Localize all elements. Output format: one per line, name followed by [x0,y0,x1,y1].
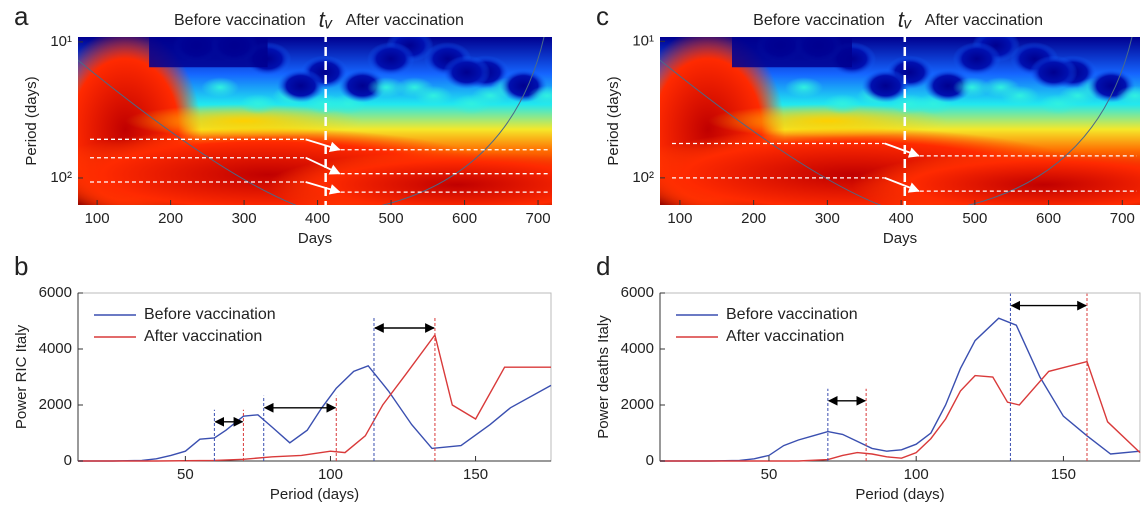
series-line [660,317,1141,462]
x-tick-label: 300 [232,210,257,227]
x-tick-label: 100 [318,466,343,483]
y-axis-label: Period (days) [605,76,622,165]
heat-cyan [471,85,510,106]
x-tick-label: 100 [904,466,929,483]
x-axis-label: Period (days) [855,486,944,503]
y-tick-label: 10² [632,169,654,186]
heat-cyan [239,94,278,115]
x-axis-label: Days [298,230,332,247]
vaccination-label: tᵥ [898,7,912,32]
heat-cyan [1116,85,1140,106]
heat-blue-top [732,37,852,68]
vaccination-label: tᵥ [319,7,333,32]
shift-arrow [305,181,341,195]
y-tick-label: 6000 [621,284,654,301]
cone-of-influence [78,37,545,205]
shift-arrow [884,142,920,158]
heat-cyan [823,94,862,115]
x-tick-label: 50 [761,466,778,483]
y-tick-label: 10¹ [50,33,72,50]
after-label: After vaccination [925,12,1043,29]
x-tick-label: 300 [815,210,840,227]
x-tick-label: 500 [379,210,404,227]
x-axis-label: Days [883,230,917,247]
heat-blue-top [149,37,268,68]
heat-cyan [395,77,434,98]
after-label: After vaccination [346,12,464,29]
x-tick-label: 100 [667,210,692,227]
y-tick-label: 0 [646,452,654,469]
heat-cyan [981,77,1020,98]
heat-cyan [890,94,929,115]
heat-blue [367,42,415,76]
panel-label: d [596,251,610,281]
x-tick-label: 200 [741,210,766,227]
panel-label: a [14,1,29,31]
series-line [78,364,552,462]
x-tick-label: 600 [1036,210,1061,227]
x-tick-label: 400 [889,210,914,227]
before-label: Before vaccination [753,12,885,29]
heat-blue [861,68,910,103]
panel-label: c [596,1,609,31]
heat-cyan [528,85,552,106]
panel-label: b [14,251,28,281]
legend-label: Before vaccination [726,306,858,323]
series-line [78,333,551,462]
heat-cyan [1058,85,1097,106]
heat-blue [442,55,491,90]
heat-yellow [125,104,363,138]
heat-blue [1029,55,1078,90]
heat-yellow [708,104,948,138]
x-tick-label: 500 [962,210,987,227]
y-axis-label: Period (days) [23,76,40,165]
y-axis-label: Power deaths Italy [595,315,612,439]
heat-cyan [367,77,406,98]
x-tick-label: 600 [452,210,477,227]
x-tick-label: 200 [158,210,183,227]
x-tick-label: 700 [1110,210,1135,227]
heatmap [78,37,552,205]
heat-blue [952,42,1001,76]
x-tick-label: 150 [1051,466,1076,483]
y-tick-label: 2000 [621,396,654,413]
y-tick-label: 4000 [39,340,72,357]
heatmap [660,37,1140,205]
x-tick-label: 150 [463,466,488,483]
shift-arrow [305,156,341,175]
legend-label: After vaccination [144,328,262,345]
y-tick-label: 4000 [621,340,654,357]
y-tick-label: 10² [50,169,72,186]
shift-arrow [884,177,920,193]
shift-arrow [305,138,341,153]
y-tick-label: 10¹ [632,32,654,49]
before-label: Before vaccination [174,12,306,29]
y-tick-label: 6000 [39,284,72,301]
heat-blue [277,68,325,103]
legend-label: After vaccination [726,328,844,345]
x-tick-label: 50 [177,466,194,483]
x-axis-label: Period (days) [270,486,359,503]
legend-label: Before vaccination [144,306,276,323]
heat-cyan [784,77,824,98]
y-tick-label: 0 [64,452,72,469]
cone-of-influence [660,37,1133,205]
y-axis-label: Power RIC Italy [13,324,30,429]
x-tick-label: 700 [526,210,551,227]
heat-cyan [201,77,240,98]
series-line [660,360,1141,462]
y-tick-label: 2000 [39,396,72,413]
x-tick-label: 400 [305,210,330,227]
x-tick-label: 100 [85,210,110,227]
heat-cyan [952,77,992,98]
